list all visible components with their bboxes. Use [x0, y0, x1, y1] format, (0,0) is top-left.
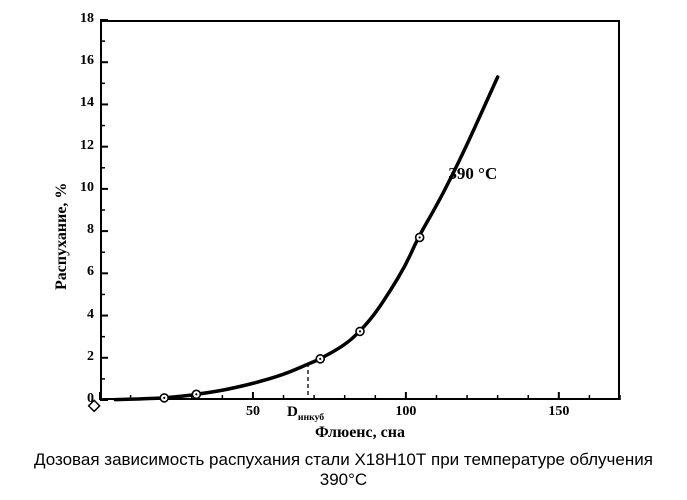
- figure-container: Распухание, % 024681012141618 50100150 ◇…: [0, 0, 687, 500]
- y-tick-label: 18: [66, 11, 94, 27]
- y-tick-label: 10: [66, 180, 94, 196]
- caption-line2: 390°C: [320, 470, 367, 489]
- origin-marker: ◇: [88, 395, 100, 415]
- d-inc-sub: инкуб: [298, 412, 324, 423]
- caption: Дозовая зависимость распухания стали Х18…: [0, 450, 687, 490]
- y-tick-label: 8: [66, 222, 94, 238]
- chart-svg: [0, 0, 687, 440]
- caption-line1: Дозовая зависимость распухания стали Х18…: [34, 450, 653, 469]
- d-incubation-label: Dинкуб: [287, 404, 324, 423]
- y-tick-label: 16: [66, 53, 94, 69]
- series-label: 390 °C: [448, 164, 497, 184]
- y-tick-label: 14: [66, 95, 94, 111]
- x-tick-label: 50: [233, 404, 273, 420]
- x-axis-label: Флюенс, сна: [100, 424, 620, 442]
- d-inc-prefix: D: [287, 404, 298, 420]
- y-tick-label: 4: [66, 307, 94, 323]
- y-tick-label: 6: [66, 264, 94, 280]
- x-axis-label-text: Флюенс, сна: [315, 424, 405, 441]
- y-tick-label: 12: [66, 138, 94, 154]
- y-tick-label: 2: [66, 349, 94, 365]
- x-tick-label: 150: [539, 404, 579, 420]
- x-tick-label: 100: [386, 404, 426, 420]
- series-label-text: 390 °C: [448, 164, 497, 183]
